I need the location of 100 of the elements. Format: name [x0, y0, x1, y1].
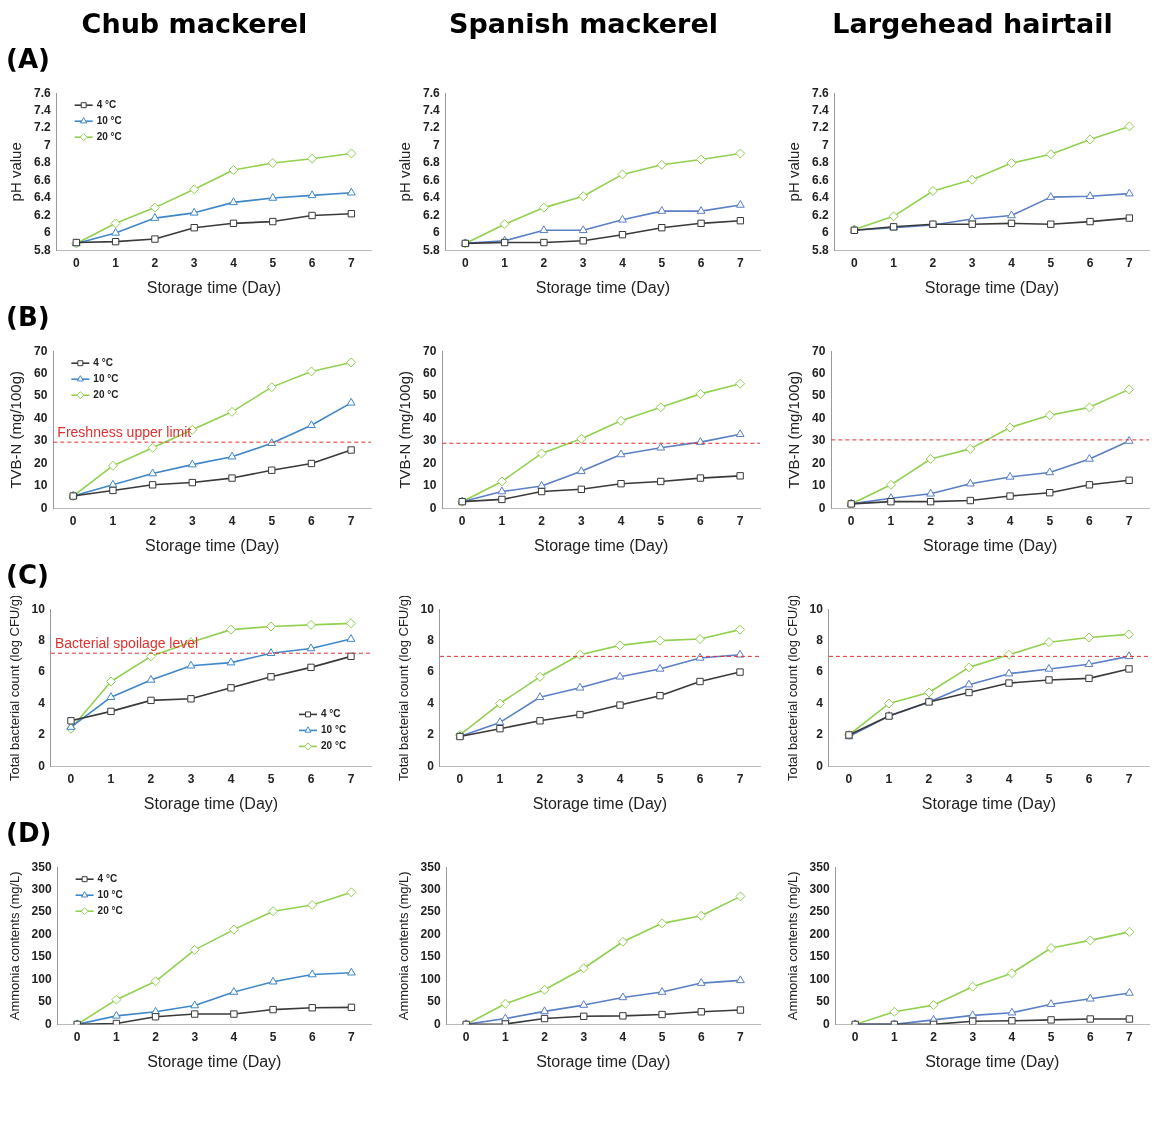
x-tick-label: 5	[657, 513, 665, 528]
x-tick-label: 7	[1125, 513, 1133, 528]
y-tick-label: 2	[38, 727, 46, 742]
y-tick-label: 350	[420, 859, 441, 874]
y-axis-title: Total bacterial count (log CFU/g)	[785, 594, 801, 782]
y-axis-title: pH value	[7, 142, 25, 202]
x-tick-label: 2	[927, 513, 935, 528]
y-tick-label: 300	[420, 881, 441, 896]
x-tick-label: 7	[737, 255, 745, 270]
y-tick-label: 8	[38, 632, 46, 647]
x-tick-label: 1	[109, 513, 117, 528]
y-tick-label: 20	[811, 455, 826, 470]
x-tick-label: 4	[1006, 513, 1014, 528]
x-tick-label: 7	[1125, 771, 1133, 786]
x-tick-label: 2	[929, 255, 937, 270]
y-tick-label: 7.6	[33, 85, 51, 100]
x-tick-label: 2	[149, 513, 157, 528]
x-tick-label: 5	[1045, 771, 1053, 786]
x-tick-label: 4	[230, 1029, 238, 1044]
legend-label: 10 °C	[321, 724, 347, 736]
y-tick-label: 70	[811, 343, 826, 358]
y-tick-label: 10	[31, 601, 46, 616]
x-axis-title: Storage time (Day)	[924, 278, 1059, 296]
x-tick-label: 2	[151, 255, 159, 270]
x-tick-label: 6	[697, 513, 705, 528]
x-tick-label: 5	[268, 513, 276, 528]
x-tick-label: 3	[965, 771, 973, 786]
y-tick-label: 50	[427, 994, 441, 1009]
x-tick-label: 0	[850, 255, 858, 270]
y-tick-label: 7.2	[422, 120, 440, 135]
x-tick-label: 7	[348, 255, 356, 270]
y-tick-label: 10	[33, 478, 48, 493]
y-tick-label: 40	[811, 410, 826, 425]
y-tick-label: 7.4	[811, 102, 829, 117]
x-tick-label: 7	[347, 771, 355, 786]
x-tick-label: 6	[1086, 513, 1094, 528]
y-axis-title: pH value	[396, 142, 414, 202]
y-tick-label: 0	[816, 758, 824, 773]
x-tick-label: 1	[498, 513, 506, 528]
y-axis-title: Ammonia contents (mg/L)	[785, 871, 801, 1021]
y-tick-label: 50	[38, 994, 52, 1009]
y-tick-label: 30	[811, 433, 826, 448]
y-tick-label: 200	[420, 926, 441, 941]
x-tick-label: 0	[461, 255, 469, 270]
chart-title: Chub mackerel	[80, 7, 309, 41]
y-tick-label: 10	[420, 601, 435, 616]
y-tick-label: 50	[811, 388, 826, 403]
x-tick-label: 2	[152, 1029, 160, 1044]
y-tick-label: 6.6	[422, 172, 440, 187]
y-tick-label: 4	[427, 695, 435, 710]
y-tick-label: 60	[811, 365, 826, 380]
y-tick-label: 6	[821, 225, 829, 240]
x-tick-label: 3	[187, 771, 195, 786]
y-tick-label: 10	[422, 478, 437, 493]
y-tick-label: 300	[809, 881, 830, 896]
x-tick-label: 1	[496, 771, 504, 786]
y-tick-label: 10	[809, 601, 824, 616]
x-tick-label: 4	[619, 1029, 627, 1044]
x-tick-label: 5	[267, 771, 275, 786]
x-tick-label: 1	[890, 255, 898, 270]
legend-label: 10 °C	[97, 888, 123, 900]
x-tick-label: 2	[536, 771, 544, 786]
x-tick-label: 6	[696, 771, 704, 786]
y-tick-label: 0	[822, 1016, 830, 1031]
x-tick-label: 6	[697, 1029, 705, 1044]
x-tick-label: 3	[190, 255, 198, 270]
y-tick-label: 7.6	[811, 85, 829, 100]
x-tick-label: 2	[930, 1029, 938, 1044]
legend-label: 20 °C	[97, 904, 123, 916]
x-tick-label: 0	[72, 255, 80, 270]
y-tick-label: 250	[31, 904, 52, 919]
y-tick-label: 2	[427, 727, 435, 742]
x-axis-title: Storage time (Day)	[143, 794, 279, 812]
x-tick-label: 0	[69, 513, 77, 528]
y-tick-label: 250	[420, 904, 441, 919]
x-tick-label: 0	[462, 1029, 470, 1044]
y-tick-label: 250	[809, 904, 830, 919]
y-tick-label: 0	[427, 758, 435, 773]
x-axis-title: Storage time (Day)	[147, 1052, 282, 1070]
y-tick-label: 5.8	[33, 242, 51, 257]
x-axis-title: Storage time (Day)	[536, 1052, 671, 1070]
x-tick-label: 6	[1085, 771, 1093, 786]
y-tick-label: 0	[429, 500, 437, 515]
x-tick-label: 2	[541, 1029, 549, 1044]
y-tick-label: 10	[811, 478, 826, 493]
y-tick-label: 6	[427, 664, 435, 679]
y-tick-label: 150	[420, 949, 441, 964]
x-tick-label: 1	[885, 771, 893, 786]
chart-title: Spanish mackerel	[448, 7, 719, 41]
y-axis-title: pH value	[785, 142, 803, 202]
y-tick-label: 5.8	[422, 242, 440, 257]
x-tick-label: 4	[619, 255, 627, 270]
y-tick-label: 6.6	[33, 172, 51, 187]
x-tick-label: 5	[269, 1029, 277, 1044]
text: (D)	[6, 818, 52, 848]
y-tick-label: 6.8	[33, 155, 51, 170]
x-tick-label: 6	[308, 1029, 316, 1044]
x-tick-label: 5	[1046, 513, 1054, 528]
y-axis-title: TVB-N (mg/100g)	[7, 371, 25, 489]
x-tick-label: 7	[737, 1029, 745, 1044]
